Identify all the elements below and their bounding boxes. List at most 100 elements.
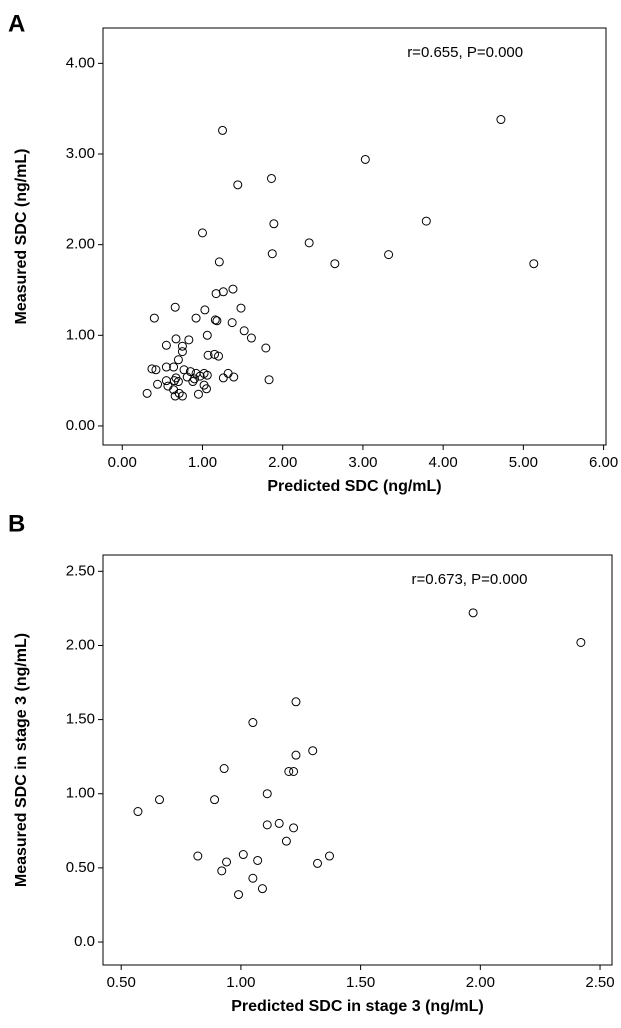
y-tick-label: 0.0 xyxy=(74,933,95,950)
scatter-point xyxy=(163,381,173,391)
scatter-point xyxy=(248,873,258,883)
scatter-point xyxy=(149,313,159,323)
scatter-point xyxy=(197,228,207,238)
x-axis-title: Predicted SDC in stage 3 (ng/mL) xyxy=(231,998,483,1015)
scatter-point xyxy=(170,302,180,312)
scatter-point xyxy=(202,370,212,380)
scatter-point xyxy=(218,287,228,297)
scatter-point xyxy=(161,340,171,350)
scatter-point xyxy=(269,219,279,229)
scatter-point xyxy=(308,746,318,756)
scatter-point xyxy=(218,373,228,383)
y-tick-label: 2.50 xyxy=(66,562,95,579)
scatter-point xyxy=(210,795,220,805)
x-tick-label: 2.00 xyxy=(268,454,297,471)
scatter-point xyxy=(289,766,299,776)
scatter-point xyxy=(173,355,183,365)
scatter-point xyxy=(173,377,183,387)
scatter-point xyxy=(210,349,220,359)
scatter-point xyxy=(266,173,276,183)
y-tick-label: 4.00 xyxy=(66,54,95,71)
scatter-point xyxy=(189,374,199,384)
scatter-point xyxy=(262,820,272,830)
scatter-point xyxy=(210,315,220,325)
scatter-point xyxy=(267,249,277,259)
scatter-point xyxy=(214,257,224,267)
scatter-point xyxy=(229,372,239,382)
scatter-point xyxy=(171,334,181,344)
scatter-point xyxy=(147,364,157,374)
scatter-point xyxy=(264,375,274,385)
scatter-point xyxy=(184,335,194,345)
scatter-point xyxy=(170,391,180,401)
x-tick-label: 1.00 xyxy=(226,974,255,991)
scatter-point xyxy=(214,351,224,361)
scatter-point xyxy=(262,789,272,799)
scatter-point xyxy=(246,333,256,343)
scatter-point xyxy=(274,818,284,828)
annotation: r=0.673, P=0.000 xyxy=(412,571,528,588)
scatter-point xyxy=(313,858,323,868)
x-tick-label: 2.50 xyxy=(585,974,614,991)
scatter-point xyxy=(218,125,228,135)
x-tick-label: 4.00 xyxy=(429,454,458,471)
y-tick-label: 0.00 xyxy=(66,417,95,434)
scatter-point xyxy=(153,379,163,389)
x-tick-label: 6.00 xyxy=(589,454,618,471)
scatter-point xyxy=(188,377,198,387)
scatter-point xyxy=(203,350,213,360)
scatter-point xyxy=(289,823,299,833)
x-tick-label: 3.00 xyxy=(348,454,377,471)
scatter-point xyxy=(257,884,267,894)
y-tick-label: 2.00 xyxy=(66,636,95,653)
scatter-point xyxy=(161,362,171,372)
scatter-point xyxy=(179,365,189,375)
scatter-point xyxy=(195,371,205,381)
y-tick-label: 1.00 xyxy=(66,785,95,802)
scatter-point xyxy=(142,388,152,398)
scatter-point xyxy=(227,318,237,328)
scatter-point xyxy=(291,697,301,707)
scatter-point xyxy=(253,855,263,865)
plot-frame xyxy=(102,27,607,446)
scatter-point xyxy=(324,851,334,861)
scatter-point xyxy=(281,836,291,846)
scatter-point xyxy=(291,750,301,760)
scatter-point xyxy=(191,313,201,323)
y-axis-title: Measured SDC (ng/mL) xyxy=(13,148,30,324)
x-tick-label: 1.00 xyxy=(188,454,217,471)
scatter-point xyxy=(223,368,233,378)
scatter-point xyxy=(201,384,211,394)
scatter-point xyxy=(161,376,171,386)
scatter-point xyxy=(193,389,203,399)
x-axis-title: Predicted SDC (ng/mL) xyxy=(267,478,441,495)
y-tick-label: 3.00 xyxy=(66,145,95,162)
panel-label: A xyxy=(8,10,25,37)
annotation: r=0.655, P=0.000 xyxy=(407,44,523,61)
scatter-point xyxy=(219,764,229,774)
scatter-point xyxy=(238,850,248,860)
scatter-point xyxy=(151,365,161,375)
scatter-point xyxy=(202,330,212,340)
y-axis-title: Measured SDC in stage 3 (ng/mL) xyxy=(13,633,30,887)
scatter-point xyxy=(169,376,179,386)
scatter-point xyxy=(248,718,258,728)
x-tick-label: 1.50 xyxy=(346,974,375,991)
scatter-point xyxy=(234,890,244,900)
scatter-point xyxy=(217,866,227,876)
scatter-point xyxy=(236,303,246,313)
scatter-point xyxy=(233,180,243,190)
x-tick-label: 0.50 xyxy=(107,974,136,991)
scatter-point xyxy=(421,216,431,226)
scatter-point xyxy=(304,238,314,248)
y-tick-label: 0.50 xyxy=(66,859,95,876)
scatter-point xyxy=(261,343,271,353)
scatter-point xyxy=(200,305,210,315)
scatter-point xyxy=(193,851,203,861)
scatter-point xyxy=(212,316,222,326)
x-tick-label: 0.00 xyxy=(108,454,137,471)
scatter-point xyxy=(177,341,187,351)
plot-frame xyxy=(102,554,613,966)
scatter-point xyxy=(284,766,294,776)
